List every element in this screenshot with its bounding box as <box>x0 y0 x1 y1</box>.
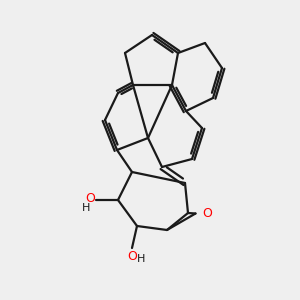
Text: H: H <box>137 254 145 264</box>
Text: O: O <box>85 193 95 206</box>
Text: H: H <box>82 203 90 213</box>
Text: O: O <box>127 250 137 263</box>
Text: O: O <box>202 207 212 220</box>
